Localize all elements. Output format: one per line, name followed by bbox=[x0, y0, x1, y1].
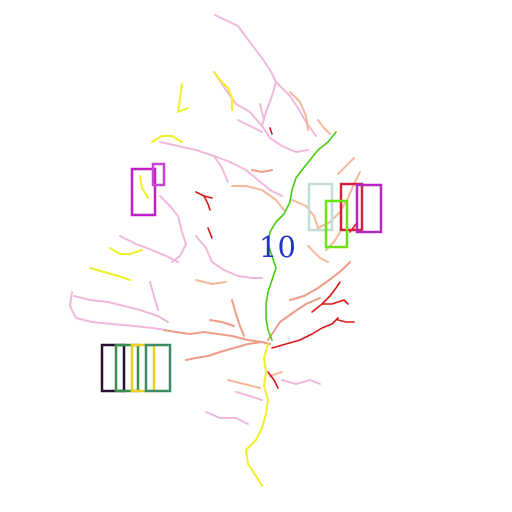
salmon-g bbox=[251, 169, 273, 173]
peach-a bbox=[231, 185, 285, 211]
branch-h bbox=[73, 295, 169, 323]
annotation-boxes bbox=[100, 162, 383, 393]
lime-box[interactable] bbox=[324, 199, 349, 249]
pink-branches bbox=[69, 14, 321, 425]
branch-k bbox=[281, 379, 321, 385]
yellow-box[interactable] bbox=[130, 343, 156, 393]
branch-j bbox=[149, 281, 159, 311]
light-cyan-box[interactable] bbox=[307, 182, 334, 232]
red-i bbox=[207, 227, 213, 239]
branch-f bbox=[119, 235, 179, 263]
salmon-branches bbox=[163, 169, 351, 361]
yellow-trunk bbox=[245, 343, 269, 487]
yellow-branches bbox=[89, 71, 269, 487]
branch-b bbox=[237, 119, 263, 133]
yellow-top-left bbox=[177, 83, 189, 113]
red-b bbox=[311, 281, 341, 313]
branch-d bbox=[213, 155, 229, 183]
peach-b bbox=[195, 279, 227, 285]
yellow-left-a bbox=[109, 247, 143, 255]
peach-e bbox=[337, 157, 355, 175]
top-branch bbox=[214, 14, 317, 137]
red-c bbox=[321, 299, 349, 305]
yellow-upper bbox=[151, 135, 183, 143]
branch-m bbox=[205, 411, 249, 425]
peach-k bbox=[269, 371, 283, 377]
peach-h bbox=[317, 119, 331, 135]
yellow-top-mid bbox=[213, 71, 233, 111]
salmon-d bbox=[185, 341, 263, 361]
branch-c bbox=[159, 141, 283, 197]
magenta-box-small[interactable] bbox=[151, 162, 166, 187]
salmon-e bbox=[231, 299, 245, 337]
peach-j bbox=[227, 379, 261, 389]
red-d bbox=[337, 319, 355, 323]
crimson-box[interactable] bbox=[339, 182, 364, 232]
teal-green-box[interactable] bbox=[144, 343, 172, 393]
red-a bbox=[271, 317, 339, 349]
yellow-box-branch bbox=[139, 175, 149, 199]
red-h bbox=[269, 127, 273, 135]
branch-i bbox=[69, 291, 167, 331]
salmon-f bbox=[209, 319, 235, 327]
branch-l bbox=[235, 391, 263, 401]
magenta-box-large[interactable] bbox=[130, 167, 157, 217]
green-box[interactable] bbox=[114, 343, 140, 393]
salmon-b bbox=[267, 297, 321, 341]
peach-g bbox=[307, 245, 329, 263]
green-main-trunk bbox=[265, 131, 337, 341]
upper-left-branch bbox=[213, 71, 309, 153]
red-g bbox=[267, 371, 279, 389]
purple-box[interactable] bbox=[355, 183, 383, 234]
branch-g bbox=[195, 235, 263, 279]
dark-purple-box[interactable] bbox=[100, 343, 126, 393]
branch-e bbox=[159, 195, 187, 263]
peach-c bbox=[291, 199, 319, 229]
figure-label: 10 bbox=[259, 230, 296, 264]
peach-i bbox=[289, 91, 309, 131]
yellow-left-b bbox=[89, 267, 131, 281]
peach-d bbox=[317, 171, 361, 229]
red-f bbox=[203, 195, 211, 211]
branch-a bbox=[259, 103, 265, 121]
salmon-c bbox=[163, 329, 271, 345]
salmon-a bbox=[289, 261, 351, 301]
